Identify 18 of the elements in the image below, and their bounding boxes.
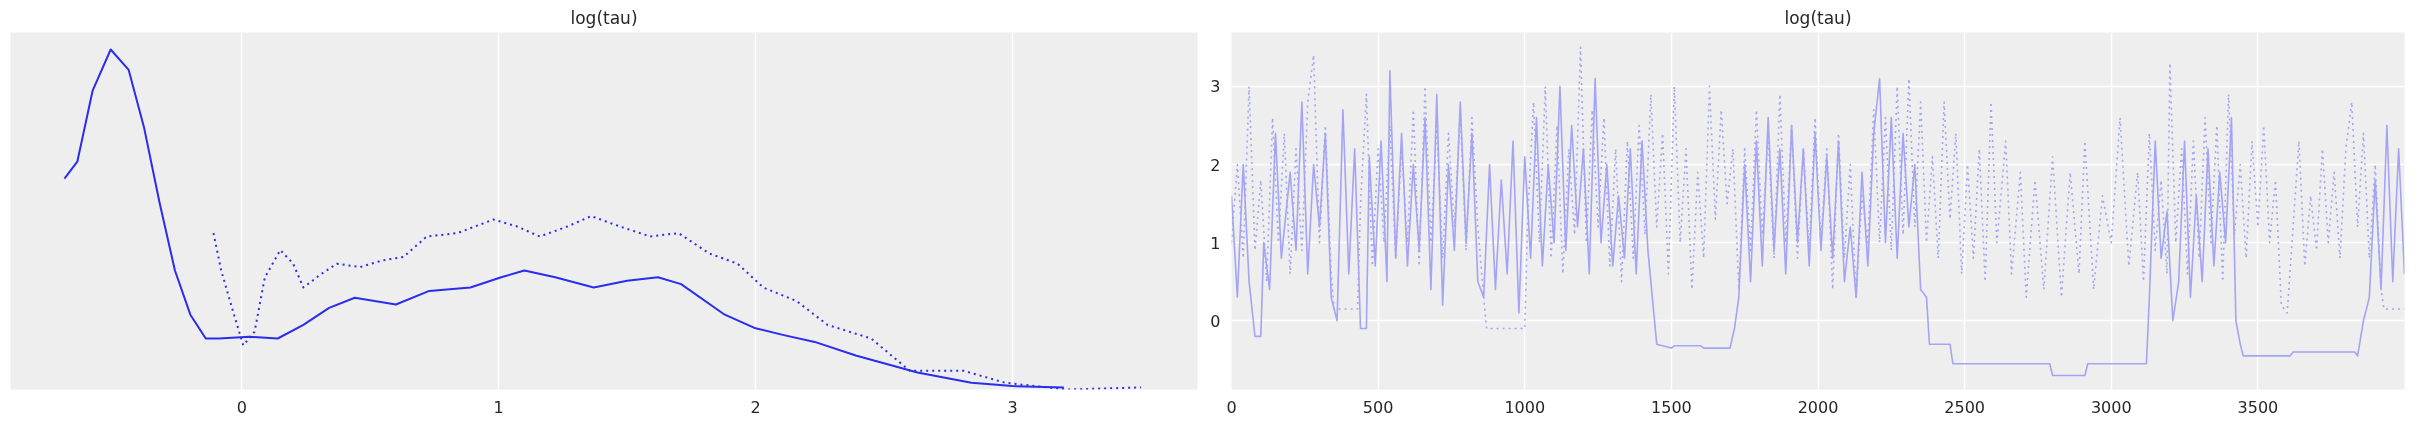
x-tick-label: 3500 (2237, 397, 2279, 417)
x-tick-label: 2 (750, 397, 761, 417)
x-tick-label: 0 (236, 397, 247, 417)
chart-title: log(tau) (1784, 7, 1852, 28)
x-tick-label: 1 (493, 397, 504, 417)
y-tick-label: 0 (1210, 311, 1221, 331)
y-tick-label: 2 (1210, 155, 1221, 175)
y-tick-label: 3 (1210, 77, 1221, 97)
x-tick-label: 1500 (1651, 397, 1692, 417)
x-tick-label: 500 (1362, 397, 1394, 417)
x-tick-label: 3000 (2090, 397, 2132, 417)
chart-title: log(tau) (570, 7, 638, 28)
x-tick-label: 2000 (1797, 397, 1839, 417)
x-tick-label: 0 (1226, 397, 1237, 417)
x-tick-label: 3 (1007, 397, 1018, 417)
x-tick-label: 2500 (1944, 397, 1985, 417)
x-tick-label: 1000 (1504, 397, 1546, 417)
y-tick-label: 1 (1210, 233, 1221, 253)
